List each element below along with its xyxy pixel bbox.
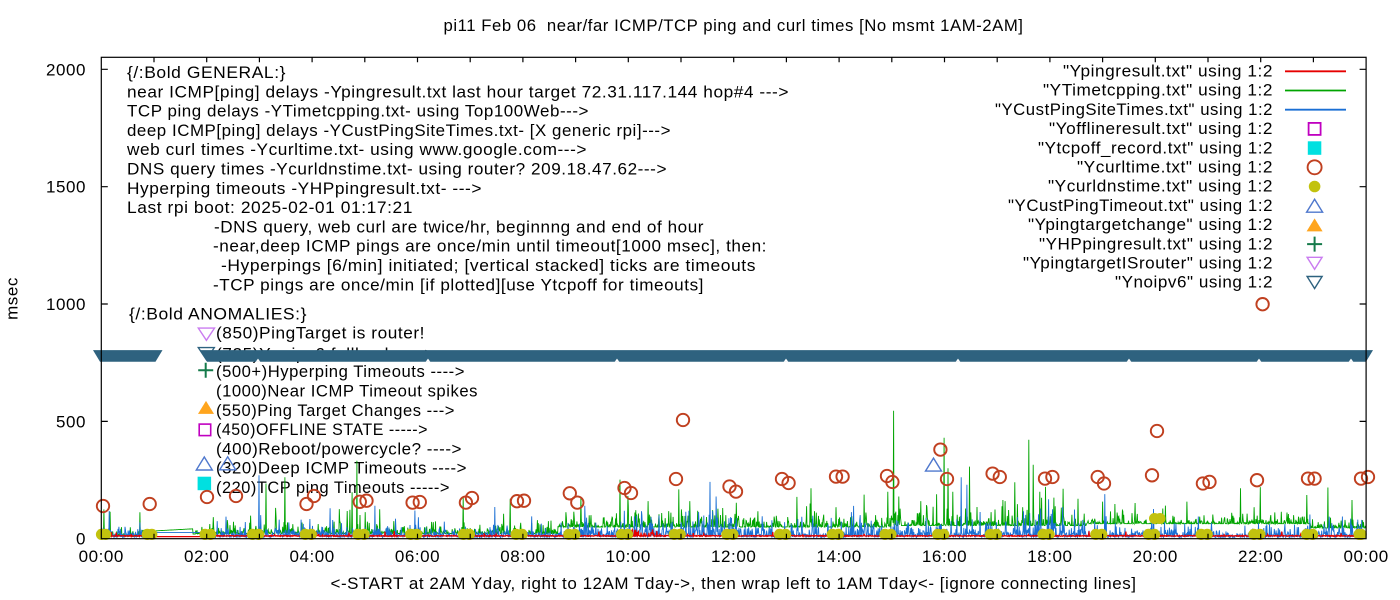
- svg-text:1000: 1000: [46, 295, 86, 314]
- svg-text:500: 500: [56, 412, 86, 431]
- svg-text:msec: msec: [3, 277, 22, 320]
- svg-text:(1000)Near ICMP Timeout spikes: (1000)Near ICMP Timeout spikes: [216, 382, 478, 401]
- svg-text:(320)Deep ICMP Timeouts ---->: (320)Deep ICMP Timeouts ---->: [216, 459, 467, 478]
- svg-text:TCP ping delays -YTimetcpping.: TCP ping delays -YTimetcpping.txt- using…: [127, 102, 589, 121]
- svg-text:"Ypingresult.txt" using 1:2: "Ypingresult.txt" using 1:2: [1063, 62, 1273, 81]
- svg-text:"Ypingtargetchange" using 1:2: "Ypingtargetchange" using 1:2: [1028, 215, 1273, 234]
- svg-text:"YCustPingTimeout.txt" using 1: "YCustPingTimeout.txt" using 1:2: [1008, 196, 1273, 215]
- svg-text:"YHPpingresult.txt" using 1:2: "YHPpingresult.txt" using 1:2: [1039, 234, 1273, 253]
- svg-text:Hyperping timeouts -YHPpingres: Hyperping timeouts -YHPpingresult.txt- -…: [127, 179, 482, 198]
- svg-text:02:00: 02:00: [184, 547, 229, 566]
- svg-text:"YCustPingSiteTimes.txt" using: "YCustPingSiteTimes.txt" using 1:2: [995, 100, 1273, 119]
- svg-text:DNS query times -Ycurldnstime.: DNS query times -Ycurldnstime.txt- using…: [127, 160, 667, 179]
- svg-text:08:00: 08:00: [500, 547, 545, 566]
- svg-text:12:00: 12:00: [711, 547, 756, 566]
- svg-text:deep ICMP[ping] delays -YCustP: deep ICMP[ping] delays -YCustPingSiteTim…: [127, 121, 671, 140]
- svg-text:(500+)Hyperping Timeouts ---->: (500+)Hyperping Timeouts ---->: [216, 362, 465, 381]
- svg-text:<-START at 2AM Yday, right to: <-START at 2AM Yday, right to 12AM Tday-…: [331, 574, 1137, 593]
- svg-text:22:00: 22:00: [1238, 547, 1283, 566]
- svg-text:-TCP pings are once/min [if pl: -TCP pings are once/min [if plotted][use…: [213, 275, 704, 294]
- svg-text:"Ynoipv6" using 1:2: "Ynoipv6" using 1:2: [1115, 273, 1273, 292]
- svg-text:00:00: 00:00: [79, 547, 124, 566]
- svg-text:-Hyperpings [6/min] initiated;: -Hyperpings [6/min] initiated; [vertical…: [221, 256, 756, 275]
- svg-text:Last rpi boot: 2025-02-01 01:1: Last rpi boot: 2025-02-01 01:17:21: [127, 198, 413, 217]
- svg-text:2000: 2000: [46, 60, 86, 79]
- svg-text:06:00: 06:00: [395, 547, 440, 566]
- svg-text:(450)OFFLINE STATE ----->: (450)OFFLINE STATE ----->: [216, 420, 428, 439]
- svg-text:16:00: 16:00: [922, 547, 967, 566]
- svg-text:(550)Ping Target Changes --->: (550)Ping Target Changes --->: [216, 401, 455, 420]
- svg-text:(400)Reboot/powercycle? ---->: (400)Reboot/powercycle? ---->: [216, 439, 462, 458]
- svg-text:20:00: 20:00: [1133, 547, 1178, 566]
- svg-text:"Ytcpoff_record.txt" using 1:2: "Ytcpoff_record.txt" using 1:2: [1038, 138, 1273, 157]
- svg-text:(850)PingTarget is router!: (850)PingTarget is router!: [216, 324, 425, 343]
- svg-text:14:00: 14:00: [816, 547, 861, 566]
- svg-text:"Yofflineresult.txt" using 1:2: "Yofflineresult.txt" using 1:2: [1049, 119, 1273, 138]
- svg-text:10:00: 10:00: [606, 547, 651, 566]
- svg-text:-DNS query, web curl are twice: -DNS query, web curl are twice/hr, begin…: [214, 217, 704, 236]
- svg-text:"Ycurltime.txt" using 1:2: "Ycurltime.txt" using 1:2: [1077, 158, 1273, 177]
- svg-text:00:00: 00:00: [1343, 547, 1388, 566]
- svg-text:"YpingtargetISrouter" using 1:: "YpingtargetISrouter" using 1:2: [1023, 254, 1273, 273]
- svg-text:04:00: 04:00: [289, 547, 334, 566]
- svg-text:pi11 Feb 06 near/far ICMP/TCP: pi11 Feb 06 near/far ICMP/TCP ping and c…: [444, 16, 1024, 35]
- svg-text:(220)TCP ping Timeouts ----->: (220)TCP ping Timeouts ----->: [216, 478, 450, 497]
- svg-text:18:00: 18:00: [1027, 547, 1072, 566]
- svg-text:near ICMP[ping] delays -Ypingr: near ICMP[ping] delays -Ypingresult.txt …: [127, 82, 789, 101]
- svg-text:1500: 1500: [46, 178, 86, 197]
- svg-text:"Ycurldnstime.txt" using 1:2: "Ycurldnstime.txt" using 1:2: [1048, 177, 1273, 196]
- svg-text:0: 0: [76, 530, 86, 549]
- svg-text:-near,deep ICMP pings are once: -near,deep ICMP pings are once/min until…: [213, 237, 767, 256]
- svg-text:web curl times -Ycurltime.txt-: web curl times -Ycurltime.txt- using www…: [126, 140, 587, 159]
- svg-text:{/:Bold GENERAL:}: {/:Bold GENERAL:}: [127, 63, 286, 82]
- svg-text:{/:Bold ANOMALIES:}: {/:Bold ANOMALIES:}: [129, 304, 307, 323]
- svg-text:"YTimetcpping.txt" using 1:2: "YTimetcpping.txt" using 1:2: [1043, 81, 1273, 100]
